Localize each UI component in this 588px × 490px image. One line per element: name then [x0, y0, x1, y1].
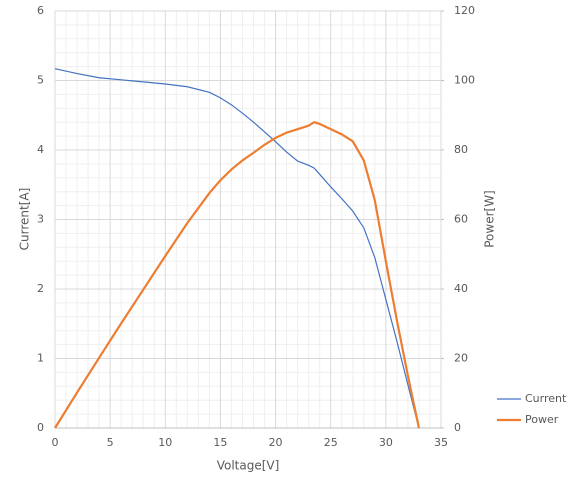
x-tick-label: 10 [158, 436, 172, 449]
series-line [54, 120, 421, 429]
x-tick-label: 20 [269, 436, 283, 449]
y2-tick-label: 80 [454, 143, 468, 156]
y-tick-label: 4 [37, 143, 44, 156]
x-tick-label: 5 [107, 436, 114, 449]
y-tick-label: 3 [37, 213, 44, 226]
y2-tick-label: 0 [454, 421, 461, 434]
x-tick-label: 25 [324, 436, 338, 449]
y2-axis-title: Power[W] [483, 190, 497, 248]
y2-tick-label: 120 [454, 4, 475, 17]
x-tick-label: 35 [434, 436, 448, 449]
x-tick-label: 30 [379, 436, 393, 449]
y-axis-title: Current[A] [18, 188, 32, 251]
y2-tick-label: 60 [454, 213, 468, 226]
y-tick-label: 2 [37, 282, 44, 295]
y-tick-label: 6 [37, 4, 44, 17]
y-tick-label: 1 [37, 352, 44, 365]
y2-tick-label: 100 [454, 74, 475, 87]
series-line [54, 68, 420, 429]
y-tick-label: 0 [37, 421, 44, 434]
y-tick-label: 5 [37, 74, 44, 87]
legend-label: Power [525, 413, 559, 426]
x-axis-title: Voltage[V] [217, 459, 280, 473]
legend-label: Current [525, 392, 567, 405]
x-tick-label: 15 [213, 436, 227, 449]
x-tick-label: 0 [52, 436, 59, 449]
y2-tick-label: 40 [454, 282, 468, 295]
y2-tick-label: 20 [454, 352, 468, 365]
